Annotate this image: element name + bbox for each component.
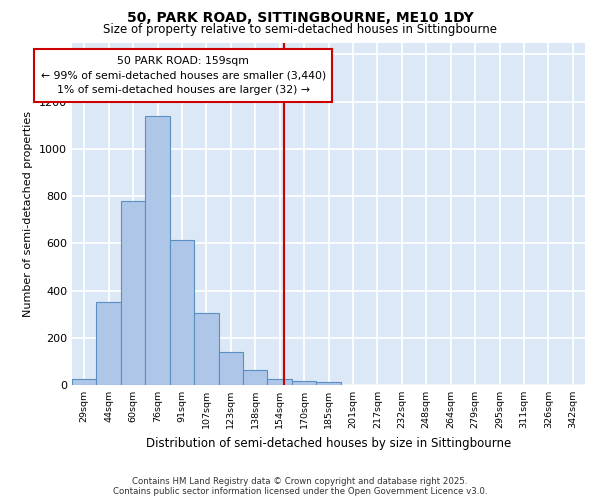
Text: Size of property relative to semi-detached houses in Sittingbourne: Size of property relative to semi-detach… [103,22,497,36]
Bar [194,313,218,385]
Bar [292,382,316,385]
Text: 50 PARK ROAD: 159sqm
← 99% of semi-detached houses are smaller (3,440)
1% of sem: 50 PARK ROAD: 159sqm ← 99% of semi-detac… [41,56,326,96]
Text: Contains HM Land Registry data © Crown copyright and database right 2025.
Contai: Contains HM Land Registry data © Crown c… [113,476,487,496]
Bar [145,116,170,385]
Bar [170,240,194,385]
X-axis label: Distribution of semi-detached houses by size in Sittingbourne: Distribution of semi-detached houses by … [146,436,511,450]
Bar [268,379,292,385]
Bar [72,379,97,385]
Bar [121,201,145,385]
Bar [218,352,243,385]
Bar [243,370,268,385]
Text: 50, PARK ROAD, SITTINGBOURNE, ME10 1DY: 50, PARK ROAD, SITTINGBOURNE, ME10 1DY [127,12,473,26]
Y-axis label: Number of semi-detached properties: Number of semi-detached properties [23,111,34,317]
Bar [97,302,121,385]
Bar [316,382,341,385]
